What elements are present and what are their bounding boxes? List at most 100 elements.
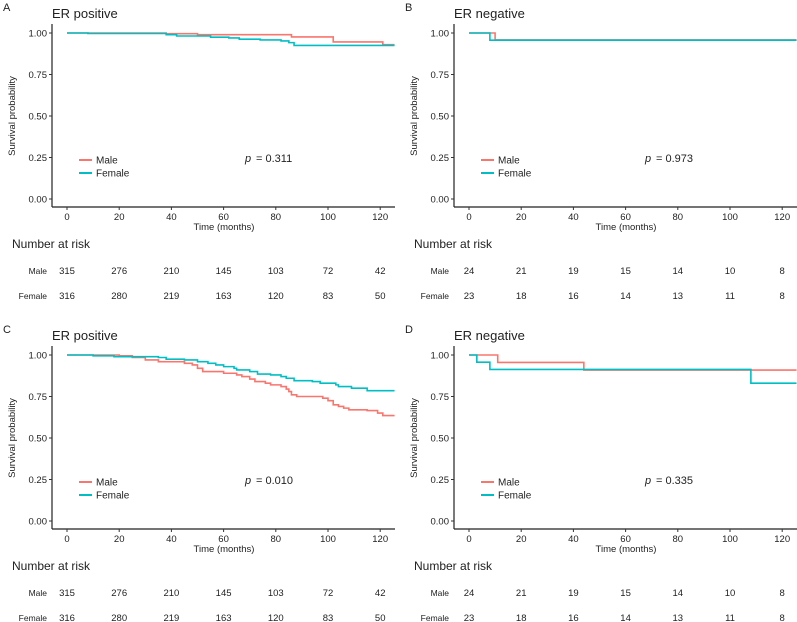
legend-label: Female xyxy=(498,491,532,502)
risk-count: 280 xyxy=(111,613,127,622)
risk-count: 18 xyxy=(516,291,527,302)
risk-count: 72 xyxy=(323,266,334,277)
risk-count: 83 xyxy=(323,291,334,302)
risk-count: 163 xyxy=(216,291,232,302)
x-tick-label: 20 xyxy=(114,212,125,223)
y-axis-title: Survival probability xyxy=(409,398,420,478)
legend-label: Male xyxy=(96,156,118,167)
risk-row-label: Male xyxy=(431,266,450,276)
survival-curve-male xyxy=(67,354,395,417)
risk-count: 21 xyxy=(516,266,527,277)
risk-count: 72 xyxy=(323,588,334,599)
legend-label: Female xyxy=(96,169,130,180)
y-tick-label: 0.25 xyxy=(431,153,450,164)
risk-count: 280 xyxy=(111,291,127,302)
y-axis-title: Survival probability xyxy=(7,398,18,478)
risk-count: 14 xyxy=(673,588,684,599)
risk-count: 13 xyxy=(673,291,684,302)
risk-count: 19 xyxy=(568,266,579,277)
risk-count: 210 xyxy=(163,266,179,277)
risk-count: 14 xyxy=(620,613,631,622)
p-label: p xyxy=(244,153,251,165)
risk-count: 15 xyxy=(620,266,631,277)
risk-count: 23 xyxy=(464,613,475,622)
y-tick-label: 0.75 xyxy=(431,70,450,81)
y-tick-label: 1.00 xyxy=(431,29,450,40)
panel-label: C xyxy=(3,324,11,336)
risk-count: 8 xyxy=(780,291,785,302)
risk-count: 315 xyxy=(59,588,75,599)
y-axis-title: Survival probability xyxy=(7,76,18,156)
risk-count: 13 xyxy=(673,613,684,622)
p-value: = 0.311 xyxy=(256,153,292,165)
risk-count: 50 xyxy=(375,613,386,622)
legend-label: Male xyxy=(498,156,520,167)
risk-count: 210 xyxy=(163,588,179,599)
risk-count: 11 xyxy=(725,291,735,302)
x-tick-label: 120 xyxy=(372,212,388,223)
x-tick-label: 60 xyxy=(218,212,229,223)
plot-title: ER positive xyxy=(52,6,118,21)
risk-count: 50 xyxy=(375,291,386,302)
risk-row-label: Male xyxy=(29,266,48,276)
survival-curve-male xyxy=(67,32,395,46)
x-tick-label: 60 xyxy=(620,534,631,545)
y-tick-label: 0.50 xyxy=(431,112,450,123)
risk-count: 83 xyxy=(323,613,334,622)
risk-table-title: Number at risk xyxy=(414,559,493,573)
risk-row-label: Male xyxy=(29,588,48,598)
x-tick-label: 120 xyxy=(774,212,790,223)
x-axis-title: Time (months) xyxy=(596,222,657,233)
risk-count: 24 xyxy=(464,588,475,599)
km-panel-b: B ER negative 0.00 0.25 0.50 0.75 1.00 0 20 40 60 8… xyxy=(405,2,797,302)
x-axis-title: Time (months) xyxy=(194,222,255,233)
y-axis-title: Survival probability xyxy=(409,76,420,156)
risk-row-label: Male xyxy=(431,588,450,598)
risk-count: 103 xyxy=(268,588,284,599)
p-label: p xyxy=(244,475,251,487)
y-tick-label: 0.75 xyxy=(29,392,48,403)
x-tick-label: 0 xyxy=(466,212,471,223)
x-tick-label: 80 xyxy=(271,212,282,223)
survival-curve-male xyxy=(469,32,797,41)
legend-label: Female xyxy=(498,169,532,180)
plot-title: ER positive xyxy=(52,328,118,343)
risk-count: 315 xyxy=(59,266,75,277)
y-tick-label: 0.75 xyxy=(431,392,450,403)
risk-count: 316 xyxy=(59,291,75,302)
risk-count: 10 xyxy=(725,266,736,277)
x-tick-label: 100 xyxy=(722,212,738,223)
x-tick-label: 40 xyxy=(166,212,177,223)
risk-count: 18 xyxy=(516,613,527,622)
y-tick-label: 0.25 xyxy=(29,475,48,486)
p-value: = 0.973 xyxy=(656,153,693,165)
legend-label: Male xyxy=(498,478,520,489)
x-tick-label: 40 xyxy=(568,212,579,223)
panel-label: A xyxy=(3,2,11,14)
panel-label: D xyxy=(405,324,413,336)
survival-curve-female xyxy=(67,354,395,392)
y-tick-label: 0.00 xyxy=(431,517,450,528)
y-tick-label: 0.00 xyxy=(29,517,48,528)
x-tick-label: 120 xyxy=(372,534,388,545)
risk-table-title: Number at risk xyxy=(12,237,91,251)
x-axis-title: Time (months) xyxy=(596,544,657,555)
risk-row-label: Female xyxy=(421,613,450,622)
x-tick-label: 0 xyxy=(64,212,69,223)
risk-count: 21 xyxy=(516,588,527,599)
y-tick-label: 0.25 xyxy=(29,153,48,164)
legend-label: Female xyxy=(96,491,130,502)
p-value: = 0.010 xyxy=(256,475,293,487)
x-tick-label: 20 xyxy=(516,212,527,223)
risk-count: 8 xyxy=(780,613,785,622)
risk-count: 163 xyxy=(216,613,232,622)
risk-count: 145 xyxy=(216,266,232,277)
y-tick-label: 0.00 xyxy=(431,195,450,206)
risk-count: 42 xyxy=(375,266,386,277)
y-tick-label: 1.00 xyxy=(431,351,450,362)
survival-curve-male xyxy=(469,354,797,371)
risk-count: 103 xyxy=(268,266,284,277)
p-value: = 0.335 xyxy=(656,475,693,487)
km-panel-a: A ER positive 0.00 0.25 0.50 0.75 1.00 0 20 40 60 8… xyxy=(3,2,395,302)
x-tick-label: 20 xyxy=(516,534,527,545)
